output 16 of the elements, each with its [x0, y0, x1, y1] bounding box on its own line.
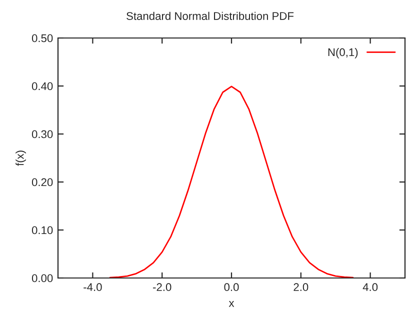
legend-label: N(0,1)	[328, 48, 358, 58]
y-tick-label: 0.00	[32, 274, 53, 282]
y-tick-label: 0.30	[32, 130, 53, 138]
x-tick-label: 2.0	[294, 283, 308, 292]
y-tick-label: 0.10	[32, 226, 53, 234]
x-axis-title: x	[228, 300, 234, 307]
y-tick-label: 0.50	[32, 34, 53, 42]
x-tick-label: -2.0	[153, 283, 172, 292]
y-tick-label: 0.20	[32, 178, 53, 186]
y-tick-label: 0.40	[32, 82, 53, 90]
line-series	[109, 86, 354, 278]
x-tick-label: -4.0	[84, 283, 102, 292]
x-tick-label: 0.0	[224, 283, 239, 292]
x-tick-label: 4.0	[362, 283, 378, 292]
chart-title: Standard Normal Distribution PDF	[126, 12, 294, 20]
y-axis-title: f(x)	[16, 150, 26, 166]
